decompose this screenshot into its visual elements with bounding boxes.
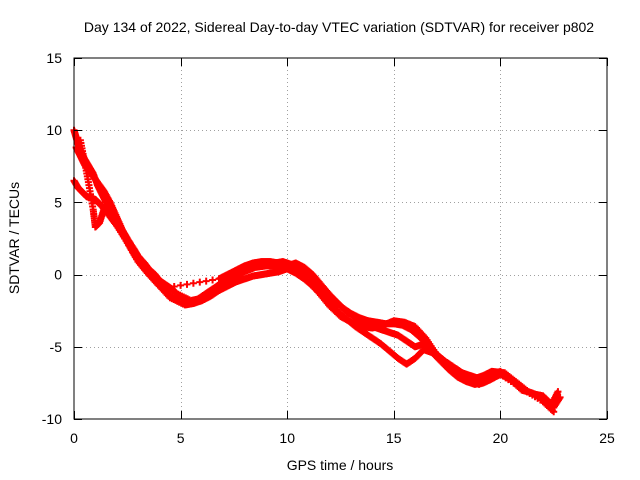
data-point (202, 277, 210, 285)
y-axis-label: SDTVAR / TECUs (6, 182, 22, 294)
y-tick-labels: -10 -5 0 5 10 15 (42, 50, 62, 427)
data-points (70, 126, 564, 416)
data-point (164, 284, 172, 292)
series-3 (72, 144, 562, 409)
y-tick-label: 5 (54, 194, 62, 210)
chart-title: Day 134 of 2022, Sidereal Day-to-day VTE… (84, 19, 594, 35)
x-tick-label: 15 (386, 430, 402, 446)
series-4 (76, 136, 558, 416)
x-axis-label: GPS time / hours (287, 457, 394, 473)
data-point (177, 281, 185, 289)
axis-ticks (74, 58, 608, 420)
x-tick-label: 20 (493, 430, 509, 446)
data-point (196, 278, 204, 286)
y-tick-label: -10 (42, 411, 62, 427)
grid-lines (74, 58, 607, 419)
x-tick-label: 10 (279, 430, 295, 446)
data-point (170, 283, 178, 291)
data-point (209, 276, 217, 284)
y-tick-label: 0 (54, 267, 62, 283)
y-tick-label: -5 (50, 339, 63, 355)
x-tick-labels: 0 5 10 15 20 25 (70, 430, 615, 446)
x-tick-label: 5 (177, 430, 185, 446)
y-tick-label: 10 (46, 122, 62, 138)
data-point (183, 280, 191, 288)
plot-frame (73, 57, 608, 420)
data-point (554, 388, 562, 396)
data-point (189, 279, 197, 287)
data-point (548, 407, 556, 415)
y-tick-label: 15 (46, 50, 62, 66)
x-tick-label: 25 (599, 430, 615, 446)
x-tick-label: 0 (70, 430, 78, 446)
data-point (550, 408, 558, 416)
